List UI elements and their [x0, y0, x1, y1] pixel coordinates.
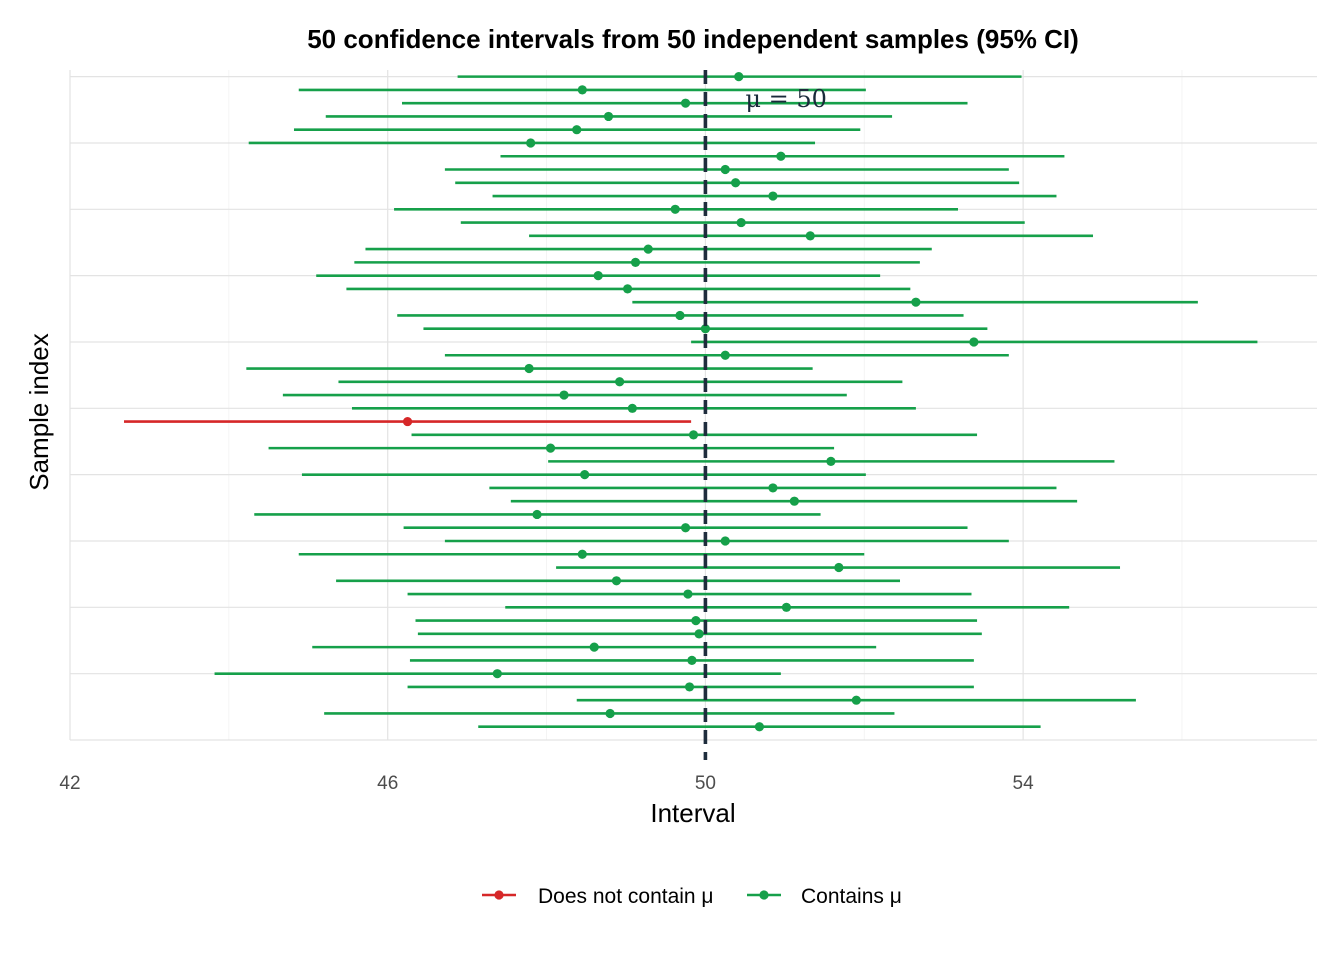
- interval-point: [694, 629, 704, 639]
- interval-point: [627, 403, 637, 413]
- interval-point: [593, 271, 603, 281]
- interval-point: [851, 695, 861, 705]
- interval-point: [805, 231, 815, 241]
- interval-point: [611, 576, 622, 586]
- interval-point: [700, 324, 711, 334]
- interval-point: [789, 496, 799, 506]
- interval-point: [545, 443, 556, 453]
- x-axis-ticks: 42 46 50 54: [59, 773, 1034, 794]
- x-tick-label: 46: [377, 773, 398, 794]
- interval-point: [687, 655, 697, 665]
- interval-point: [559, 390, 569, 400]
- y-axis-title: Sample index: [24, 333, 54, 491]
- interval-point: [589, 642, 599, 652]
- interval-point: [720, 164, 730, 175]
- interval-point: [402, 416, 413, 427]
- interval-point: [720, 536, 730, 546]
- interval-point: [603, 111, 614, 122]
- interval-point: [736, 217, 746, 228]
- interval-point: [680, 98, 691, 108]
- interval-point: [688, 430, 699, 440]
- interval-point: [734, 72, 744, 82]
- interval-point: [492, 669, 502, 679]
- interval-point: [643, 244, 653, 254]
- interval-point: [683, 589, 693, 599]
- interval-point: [781, 602, 792, 612]
- x-tick-label: 42: [59, 773, 80, 794]
- interval-point: [720, 350, 730, 360]
- interval-point: [776, 151, 786, 161]
- interval-point: [630, 257, 641, 267]
- interval-point: [572, 125, 582, 135]
- interval-point: [834, 562, 844, 573]
- legend-key-point: [759, 890, 769, 900]
- interval-point: [577, 85, 587, 95]
- legend-label: Contains μ: [801, 885, 902, 908]
- interval-point: [524, 363, 534, 374]
- mu-label: μ = 50: [745, 85, 827, 113]
- interval-point: [768, 483, 778, 493]
- interval-point: [532, 509, 542, 520]
- interval-series: [124, 72, 1258, 732]
- interval-point: [691, 615, 701, 626]
- interval-point: [526, 138, 536, 148]
- interval-point: [911, 297, 921, 307]
- interval-point: [622, 284, 633, 294]
- interval-point: [577, 549, 587, 559]
- reference-line-group: μ = 50: [703, 70, 827, 760]
- legend-label: Does not contain μ: [538, 885, 714, 908]
- interval-point: [580, 470, 590, 480]
- interval-point: [826, 456, 836, 466]
- x-axis-title: Interval: [650, 798, 735, 828]
- interval-point: [754, 722, 765, 732]
- chart-title: 50 confidence intervals from 50 independ…: [307, 24, 1079, 54]
- interval-point: [670, 204, 680, 214]
- x-tick-label: 50: [695, 773, 716, 794]
- interval-point: [969, 337, 979, 347]
- interval-point: [730, 178, 741, 188]
- interval-point: [675, 310, 685, 321]
- interval-point: [680, 523, 691, 533]
- interval-point: [768, 191, 778, 201]
- x-tick-label: 54: [1013, 773, 1035, 794]
- interval-point: [684, 682, 695, 692]
- interval-point: [615, 377, 625, 387]
- legend-key-point: [494, 890, 504, 900]
- legend: Does not contain μ Contains μ: [482, 885, 902, 908]
- interval-point: [605, 708, 615, 719]
